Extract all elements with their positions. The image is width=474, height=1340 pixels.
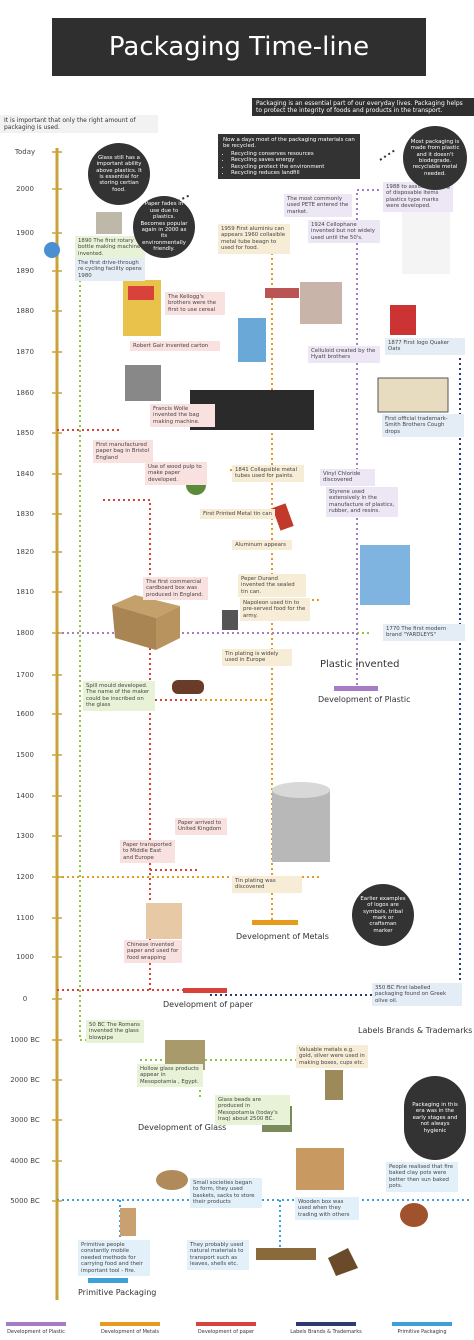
axis-label: 1500 xyxy=(16,751,34,759)
event-note: Vinyl Chloride discovered xyxy=(320,469,375,486)
callout: Glass still has a important ability abov… xyxy=(88,143,150,205)
event-note: Use of wood pulp to make paper developed… xyxy=(145,462,207,486)
section-heading: Primitive Packaging xyxy=(78,1288,157,1297)
event-note: Francis Wolle invented the bag making ma… xyxy=(150,404,215,428)
event-note: First official trademark- Smith Brothers… xyxy=(382,414,464,438)
event-note: Robert Gair invented carton xyxy=(130,341,220,352)
event-note: 1924 Cellophane invented but not widely … xyxy=(308,220,380,244)
axis-label: 1300 xyxy=(16,832,34,840)
recycling-bullet: Recycling conserves resources xyxy=(231,151,355,157)
axis-label: 1880 xyxy=(16,307,34,315)
event-note: Celluloid created by the Hyatt brothers xyxy=(308,346,380,363)
event-note: Styrene used extensively in the manufact… xyxy=(326,487,398,517)
recycling-bullet: Recycling reduces landfill xyxy=(231,170,355,176)
event-note: 350 BC First labelled packaging found on… xyxy=(372,983,462,1007)
event-note: 1877 First logo Quaker Oats xyxy=(385,338,465,355)
section-heading: Development of Glass xyxy=(138,1123,227,1132)
axis-label: 4000 BC xyxy=(10,1157,40,1165)
event-note: First manufactured paper bag in Bristol … xyxy=(93,440,153,464)
axis-label: 1000 xyxy=(16,953,34,961)
axis-label: 1830 xyxy=(16,510,34,518)
legend-item: Primitive Packaging xyxy=(397,1329,447,1335)
event-note: Paper transported to Middle East and Eur… xyxy=(120,840,175,864)
axis-label: 1100 xyxy=(16,914,34,922)
recycling-list: Recycling conserves resourcesRecycling s… xyxy=(231,151,355,177)
legend-item: Development of Metals xyxy=(100,1329,160,1335)
callout: Packaging in this era was in the early s… xyxy=(404,1076,466,1160)
axis-label: 2000 xyxy=(16,185,34,193)
event-note: Primitive people constantly mobile neede… xyxy=(78,1240,150,1277)
axis-label: 1400 xyxy=(16,792,34,800)
event-note: Tin plating was discovered xyxy=(232,876,302,893)
axis-label: 1900 xyxy=(16,229,34,237)
recycling-bullet: Recycling saves energy xyxy=(231,157,355,163)
event-note: The Kellogg's brothers were the first to… xyxy=(165,292,225,316)
legend-item: Labels Brands & Trademarks xyxy=(290,1329,362,1335)
title: Packaging Time-line xyxy=(52,18,426,76)
event-note: Valuable metals e.g. gold, silver were u… xyxy=(296,1045,368,1069)
callout: Earlier examples of logos are symbols, t… xyxy=(352,884,414,946)
section-heading: Labels Brands & Trademarks xyxy=(358,1026,473,1035)
section-bars xyxy=(6,686,452,1326)
event-note: Paper arrived to United Kingdom xyxy=(175,818,227,835)
axis-label: 1810 xyxy=(16,588,34,596)
axis-label: 2000 BC xyxy=(10,1076,40,1084)
legend-item: Development of paper xyxy=(197,1329,255,1335)
axis-label: 1200 xyxy=(16,873,34,881)
section-heading: Plastic invented xyxy=(320,659,400,670)
axis-label: 1820 xyxy=(16,548,34,556)
legend-item: Development of Plastic xyxy=(7,1329,65,1335)
event-note: 50 BC The Romans invented the glass blow… xyxy=(86,1020,144,1044)
event-note: Tin plating is widely used in Europe xyxy=(222,649,292,666)
event-note: Aluminum appears xyxy=(232,540,292,551)
axis-label: 1800 xyxy=(16,629,34,637)
axis-label: Today xyxy=(14,148,36,156)
event-note: 1770 The first modern brand "YARDLEYS" xyxy=(383,624,465,641)
event-note: 1841 Collapsible metal tubes used for pa… xyxy=(232,465,304,482)
axis-label: 1850 xyxy=(16,429,34,437)
event-note: The first drive-through re cycling facil… xyxy=(75,258,145,282)
intro-left: It is important that only the right amou… xyxy=(0,115,158,133)
recycling-heading: Now a days most of the packaging materia… xyxy=(223,137,355,150)
event-note: 1959 First aluminiu can appears 1960 col… xyxy=(218,224,290,254)
section-heading: Development of Metals xyxy=(236,932,329,941)
axis-label: 1700 xyxy=(16,671,34,679)
event-note: Wooden box was used when they trading wi… xyxy=(295,1197,359,1221)
event-note: Peper Durand invented the sealed tin can… xyxy=(238,574,306,598)
event-note: Glass beads are produced in Mesopotamia … xyxy=(215,1095,290,1125)
event-note: First Printed Metal tin can xyxy=(200,509,275,520)
recycling-bullet: Recycling protect the environment xyxy=(231,164,355,170)
axis-label: 1890 xyxy=(16,267,34,275)
event-note: Napoleon used tin to pre-served food for… xyxy=(240,598,310,622)
event-note: Small societies began to form, they used… xyxy=(190,1178,262,1208)
axis-label: 5000 BC xyxy=(10,1197,40,1205)
event-note: 1890 The first rotary bottle making mach… xyxy=(75,236,145,260)
event-note: People realised that fire baked clay pot… xyxy=(386,1162,458,1192)
callout: Most packaging is made from plastic and … xyxy=(403,126,467,190)
axis-label: 1860 xyxy=(16,389,34,397)
section-heading: Development of paper xyxy=(163,1000,253,1009)
axis-label: 3000 BC xyxy=(10,1116,40,1124)
event-note: The most commonly used PETE entered the … xyxy=(284,194,352,218)
axis-label: 0 xyxy=(22,995,28,1003)
recycling-box: Now a days most of the packaging materia… xyxy=(218,134,360,180)
axis-label: 1870 xyxy=(16,348,34,356)
section-heading: Development of Plastic xyxy=(318,695,411,704)
event-note: Hollow glass products appear in Mesopota… xyxy=(137,1064,203,1088)
axis-label: 1000 BC xyxy=(10,1036,40,1044)
event-note: Chinese invented paper and used for food… xyxy=(124,940,182,964)
event-note: The first commercial cardboard box was p… xyxy=(143,577,208,601)
callout: Paper fades in use due to plastics. Beco… xyxy=(133,196,195,258)
event-note: 1988 to assist recycling of disposable i… xyxy=(383,182,453,212)
event-note: They probably used natural materials to … xyxy=(187,1240,249,1270)
axis-label: 1840 xyxy=(16,470,34,478)
event-note: Spill mould developed. The name of the m… xyxy=(83,681,155,711)
intro-right: Packaging is an essential part of our ev… xyxy=(252,98,474,116)
axis-label: 1600 xyxy=(16,710,34,718)
